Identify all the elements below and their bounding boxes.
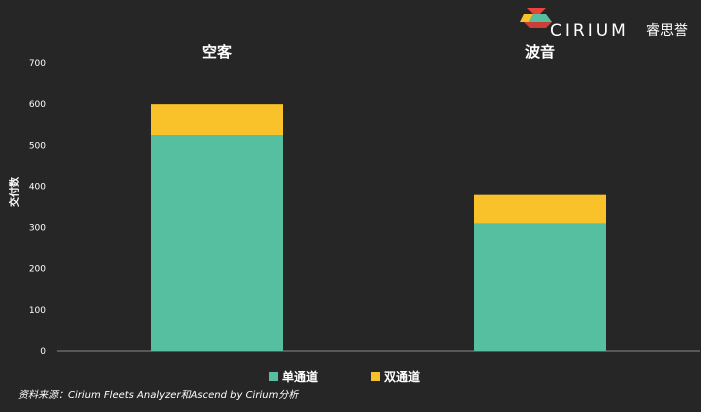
y-axis-label: 交付数 [8,176,21,207]
cirium-logo-icon [520,8,552,28]
brand-name-cn: 睿思誉 [646,23,688,39]
bars [151,104,606,351]
y-tick-label: 400 [29,182,46,192]
category-labels: 空客 波音 [202,43,555,61]
y-axis-ticks: 0 100 200 300 400 500 600 700 [29,59,46,357]
legend: 单通道 双通道 [269,369,420,384]
bar-segment-single-aisle [474,223,606,351]
y-tick-label: 700 [29,59,46,69]
legend-label: 单通道 [282,369,318,384]
legend-swatch [371,372,380,381]
category-label: 空客 [202,43,233,61]
bar-segment-single-aisle [151,135,283,351]
category-label: 波音 [525,43,555,61]
y-tick-label: 500 [29,141,46,151]
cirium-logo: CIRIUM 睿思誉 [520,8,688,41]
legend-swatch [269,372,278,381]
source-note: 资料来源：Cirium Fleets Analyzer和Ascend by Ci… [18,389,299,401]
brand-name: CIRIUM [550,21,629,41]
bar-segment-twin-aisle [474,194,606,224]
y-tick-label: 200 [29,265,46,275]
legend-label: 双通道 [384,369,420,384]
y-tick-label: 600 [29,100,46,110]
y-tick-label: 300 [29,224,46,234]
y-tick-label: 0 [40,347,46,357]
bar-segment-twin-aisle [151,104,283,135]
y-tick-label: 100 [29,306,46,316]
